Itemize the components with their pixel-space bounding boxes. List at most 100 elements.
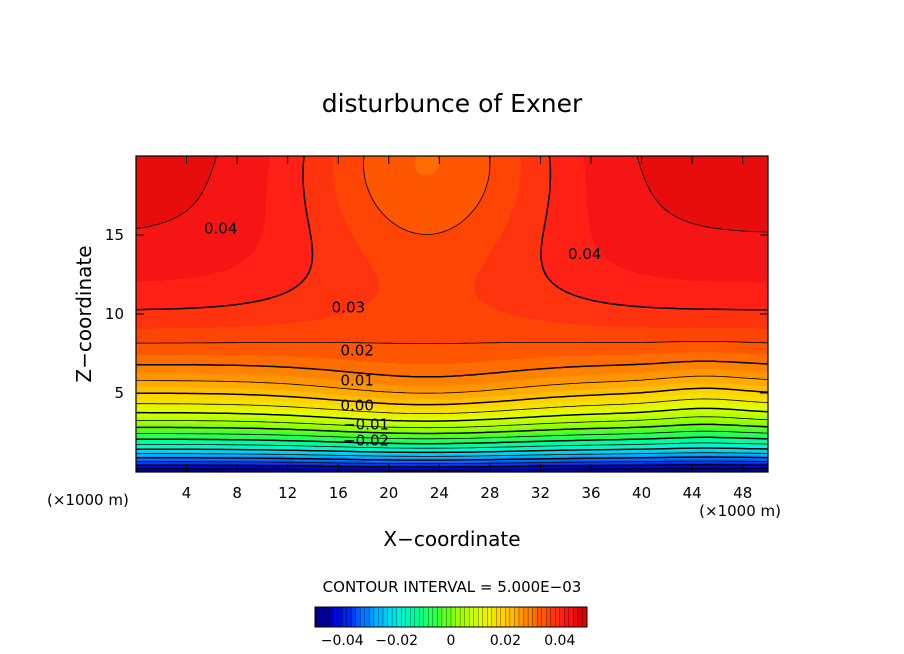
- colorbar-cell: [405, 606, 411, 628]
- contour-interval-text: CONTOUR INTERVAL = 5.000E−03: [323, 578, 582, 596]
- colorbar-tick-label: 0.04: [544, 633, 575, 649]
- colorbar-cell: [577, 606, 583, 628]
- contour-line: [136, 442, 769, 449]
- x-tick-label: 32: [531, 484, 550, 502]
- colorbar-cell: [332, 606, 339, 628]
- colorbar-cells: [314, 606, 588, 628]
- contour-line: [136, 375, 769, 394]
- colorbar: −0.04 −0.02 0 0.02 0.04: [314, 606, 588, 649]
- colorbar-frame: [314, 606, 588, 628]
- contour-label: −0.01: [343, 416, 389, 434]
- colorbar-cell: [496, 606, 502, 628]
- colorbar-cell: [346, 606, 352, 628]
- colorbar-cell: [423, 606, 429, 628]
- x-tick-label: 44: [683, 484, 702, 502]
- contour-line: [136, 430, 769, 440]
- colorbar-cell: [400, 606, 407, 628]
- colorbar-cell: [532, 606, 538, 628]
- contour-line: [136, 398, 769, 414]
- y-tick-label: 15: [105, 226, 124, 244]
- colorbar-cell: [564, 606, 570, 628]
- colorbar-cell: [360, 606, 366, 628]
- x-tick-label: 8: [232, 484, 242, 502]
- colorbar-cell: [391, 606, 398, 628]
- contour-line: [136, 407, 769, 422]
- colorbar-cell: [323, 606, 330, 628]
- chart-title: disturbunce of Exner: [322, 89, 583, 118]
- colorbar-tick-labels: −0.04 −0.02 0 0.02 0.04: [321, 633, 576, 649]
- contour-line: [136, 155, 769, 344]
- colorbar-cell: [355, 606, 361, 628]
- colorbar-tick-label: 0.02: [490, 633, 521, 649]
- colorbar-tick-label: 0: [447, 633, 456, 649]
- y-tick-label: 5: [114, 384, 124, 402]
- x-tick-label: 12: [278, 484, 297, 502]
- colorbar-cell: [428, 606, 434, 628]
- contour-line: [136, 460, 768, 465]
- colorbar-cell: [487, 606, 493, 628]
- y-axis-ticks: 5 10 15: [105, 226, 768, 402]
- contour-line: [136, 452, 768, 457]
- colorbar-cell: [500, 606, 506, 628]
- y-tick-label: 10: [105, 305, 124, 323]
- plot-area: 0.04 0.04 0.03 0.02 0.01 0.00−0.01−0.02: [135, 155, 769, 473]
- colorbar-cell: [555, 606, 561, 628]
- y-axis-label: Z−coordinate: [72, 245, 96, 382]
- colorbar-cell: [319, 606, 325, 628]
- contour-label: −0.02: [343, 431, 389, 449]
- colorbar-cell: [455, 606, 461, 628]
- colorbar-cell: [382, 606, 388, 628]
- colorbar-cell: [491, 606, 497, 628]
- colorbar-cell: [559, 606, 565, 628]
- contour-line: [135, 155, 769, 233]
- contour-label: 0.02: [340, 341, 373, 359]
- contour-line: [136, 456, 768, 461]
- colorbar-cell: [473, 606, 479, 628]
- colorbar-cell: [450, 606, 456, 628]
- contour-lines: [135, 155, 769, 471]
- colorbar-cell: [314, 606, 320, 628]
- colorbar-cell: [373, 606, 379, 628]
- colorbar-cell: [351, 606, 357, 628]
- colorbar-cell: [568, 606, 574, 628]
- contour-labels: 0.04 0.04 0.03 0.02 0.01 0.00−0.01−0.02: [204, 220, 601, 450]
- colorbar-cell: [573, 606, 579, 628]
- colorbar-cell: [478, 606, 484, 628]
- x-axis-label: X−coordinate: [383, 527, 520, 551]
- colorbar-cell: [464, 606, 470, 628]
- colorbar-cell: [505, 606, 511, 628]
- contour-label: 0.04: [568, 245, 601, 263]
- colorbar-tick-label: −0.04: [321, 633, 364, 649]
- colorbar-cell: [509, 606, 515, 628]
- x-axis-ticks: 4 8 12 16 20 24 28 32 36 40 44 48: [182, 156, 752, 502]
- contour-line: [136, 155, 769, 311]
- exner-field-image: [136, 156, 768, 472]
- colorbar-cell: [446, 606, 452, 628]
- x-unit-left: (×1000 m): [47, 491, 129, 509]
- contour-label: 0.04: [204, 220, 237, 238]
- x-tick-label: 48: [733, 484, 752, 502]
- colorbar-cell: [536, 606, 543, 628]
- contour-line: [136, 423, 769, 435]
- x-tick-label: 16: [329, 484, 348, 502]
- contour-line: [136, 387, 769, 406]
- colorbar-cell: [396, 606, 402, 628]
- colorbar-cell: [414, 606, 420, 628]
- contour-label: 0.01: [340, 371, 373, 389]
- contour-label: 0.03: [332, 299, 365, 317]
- x-tick-label: 36: [581, 484, 600, 502]
- colorbar-cell: [459, 606, 466, 628]
- contour-line: [136, 468, 768, 471]
- x-tick-label: 20: [379, 484, 398, 502]
- colorbar-cell: [541, 606, 547, 628]
- x-tick-label: 4: [182, 484, 192, 502]
- colorbar-cell: [432, 606, 438, 628]
- colorbar-cell: [514, 606, 520, 628]
- contour-line: [136, 436, 769, 445]
- colorbar-cell: [437, 606, 443, 628]
- contour-label: 0.00: [340, 397, 373, 415]
- colorbar-cell: [482, 606, 488, 628]
- colorbar-cell: [518, 606, 524, 628]
- colorbar-cell: [342, 606, 348, 628]
